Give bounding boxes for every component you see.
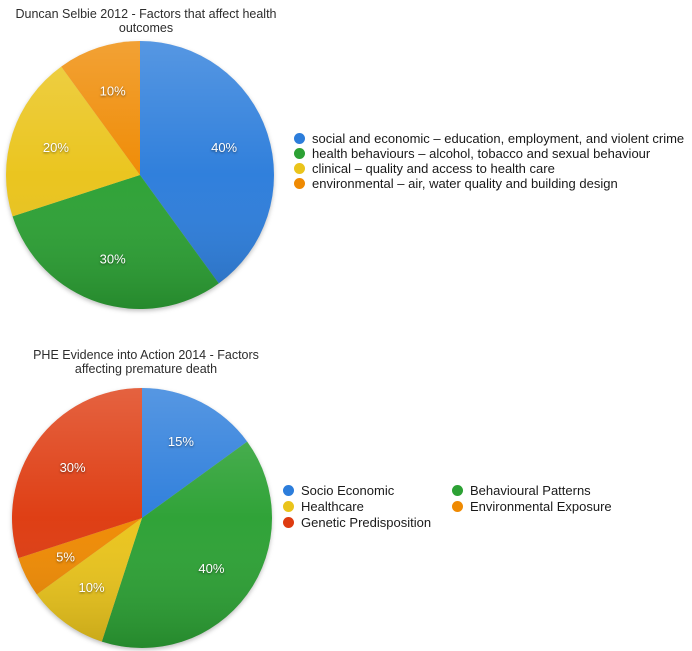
legend-label: Socio Economic	[301, 482, 395, 498]
color-swatch-icon	[294, 178, 305, 189]
legend-item: Socio Economic	[283, 482, 452, 498]
color-swatch-icon	[452, 484, 463, 496]
pie-slice-label: 40%	[198, 561, 224, 576]
legend-item: clinical – quality and access to health …	[294, 161, 684, 176]
legend-label: Behavioural Patterns	[470, 482, 591, 498]
chart-legend: Socio Economic Behavioural Patterns Health…	[283, 482, 612, 530]
legend-item: social and economic – education, employm…	[294, 131, 684, 146]
color-swatch-icon	[294, 148, 305, 159]
color-swatch-icon	[283, 500, 294, 512]
pie-slice-label: 5%	[56, 549, 75, 564]
pie-slice-label: 30%	[100, 252, 126, 267]
pie-svg: 40% 30% 20% 10%	[6, 41, 274, 309]
pie-svg: 15% 40% 10% 5% 30%	[12, 388, 272, 648]
legend-item: Environmental Exposure	[452, 498, 612, 514]
chart-title-line: affecting premature death	[74, 362, 218, 376]
chart-title: PHE Evidence into Action 2014 - Factors …	[0, 348, 292, 376]
pie-gloss-overlay	[6, 41, 274, 309]
pie-slice-label: 30%	[60, 460, 86, 475]
color-swatch-icon	[294, 163, 305, 174]
chart-title-line: outcomes	[118, 21, 174, 35]
chart-legend: social and economic – education, employm…	[294, 131, 684, 191]
legend-label: Environmental Exposure	[470, 498, 612, 514]
legend-label: Healthcare	[301, 498, 364, 514]
color-swatch-icon	[452, 500, 463, 512]
legend-label: clinical – quality and access to health …	[312, 161, 555, 176]
color-swatch-icon	[283, 516, 294, 528]
pie-chart: 40% 30% 20% 10%	[6, 41, 274, 309]
chart-title-line: PHE Evidence into Action 2014 - Factors	[33, 348, 259, 362]
pie-slice-label: 10%	[79, 580, 105, 595]
legend-item: environmental – air, water quality and b…	[294, 176, 684, 191]
chart-title-line: Duncan Selbie 2012 - Factors that affect…	[15, 7, 277, 21]
pie-slice-label: 20%	[43, 140, 69, 155]
legend-label: health behaviours – alcohol, tobacco and…	[312, 146, 651, 161]
pie-gloss-overlay	[12, 388, 272, 648]
pie-chart: 15% 40% 10% 5% 30%	[12, 388, 272, 648]
pie-slice-label: 15%	[168, 434, 194, 449]
legend-item: health behaviours – alcohol, tobacco and…	[294, 146, 684, 161]
legend-item: Healthcare	[283, 498, 452, 514]
legend-item: Genetic Predisposition	[283, 514, 452, 530]
pie-slice-label: 10%	[100, 83, 126, 98]
chart-title: Duncan Selbie 2012 - Factors that affect…	[0, 7, 292, 35]
legend-label: Genetic Predisposition	[301, 514, 432, 530]
color-swatch-icon	[294, 133, 305, 144]
pie-slice-label: 40%	[211, 140, 237, 155]
color-swatch-icon	[283, 484, 294, 496]
legend-label: social and economic – education, employm…	[312, 131, 685, 146]
legend-label: environmental – air, water quality and b…	[312, 176, 618, 191]
legend-item: Behavioural Patterns	[452, 482, 612, 498]
